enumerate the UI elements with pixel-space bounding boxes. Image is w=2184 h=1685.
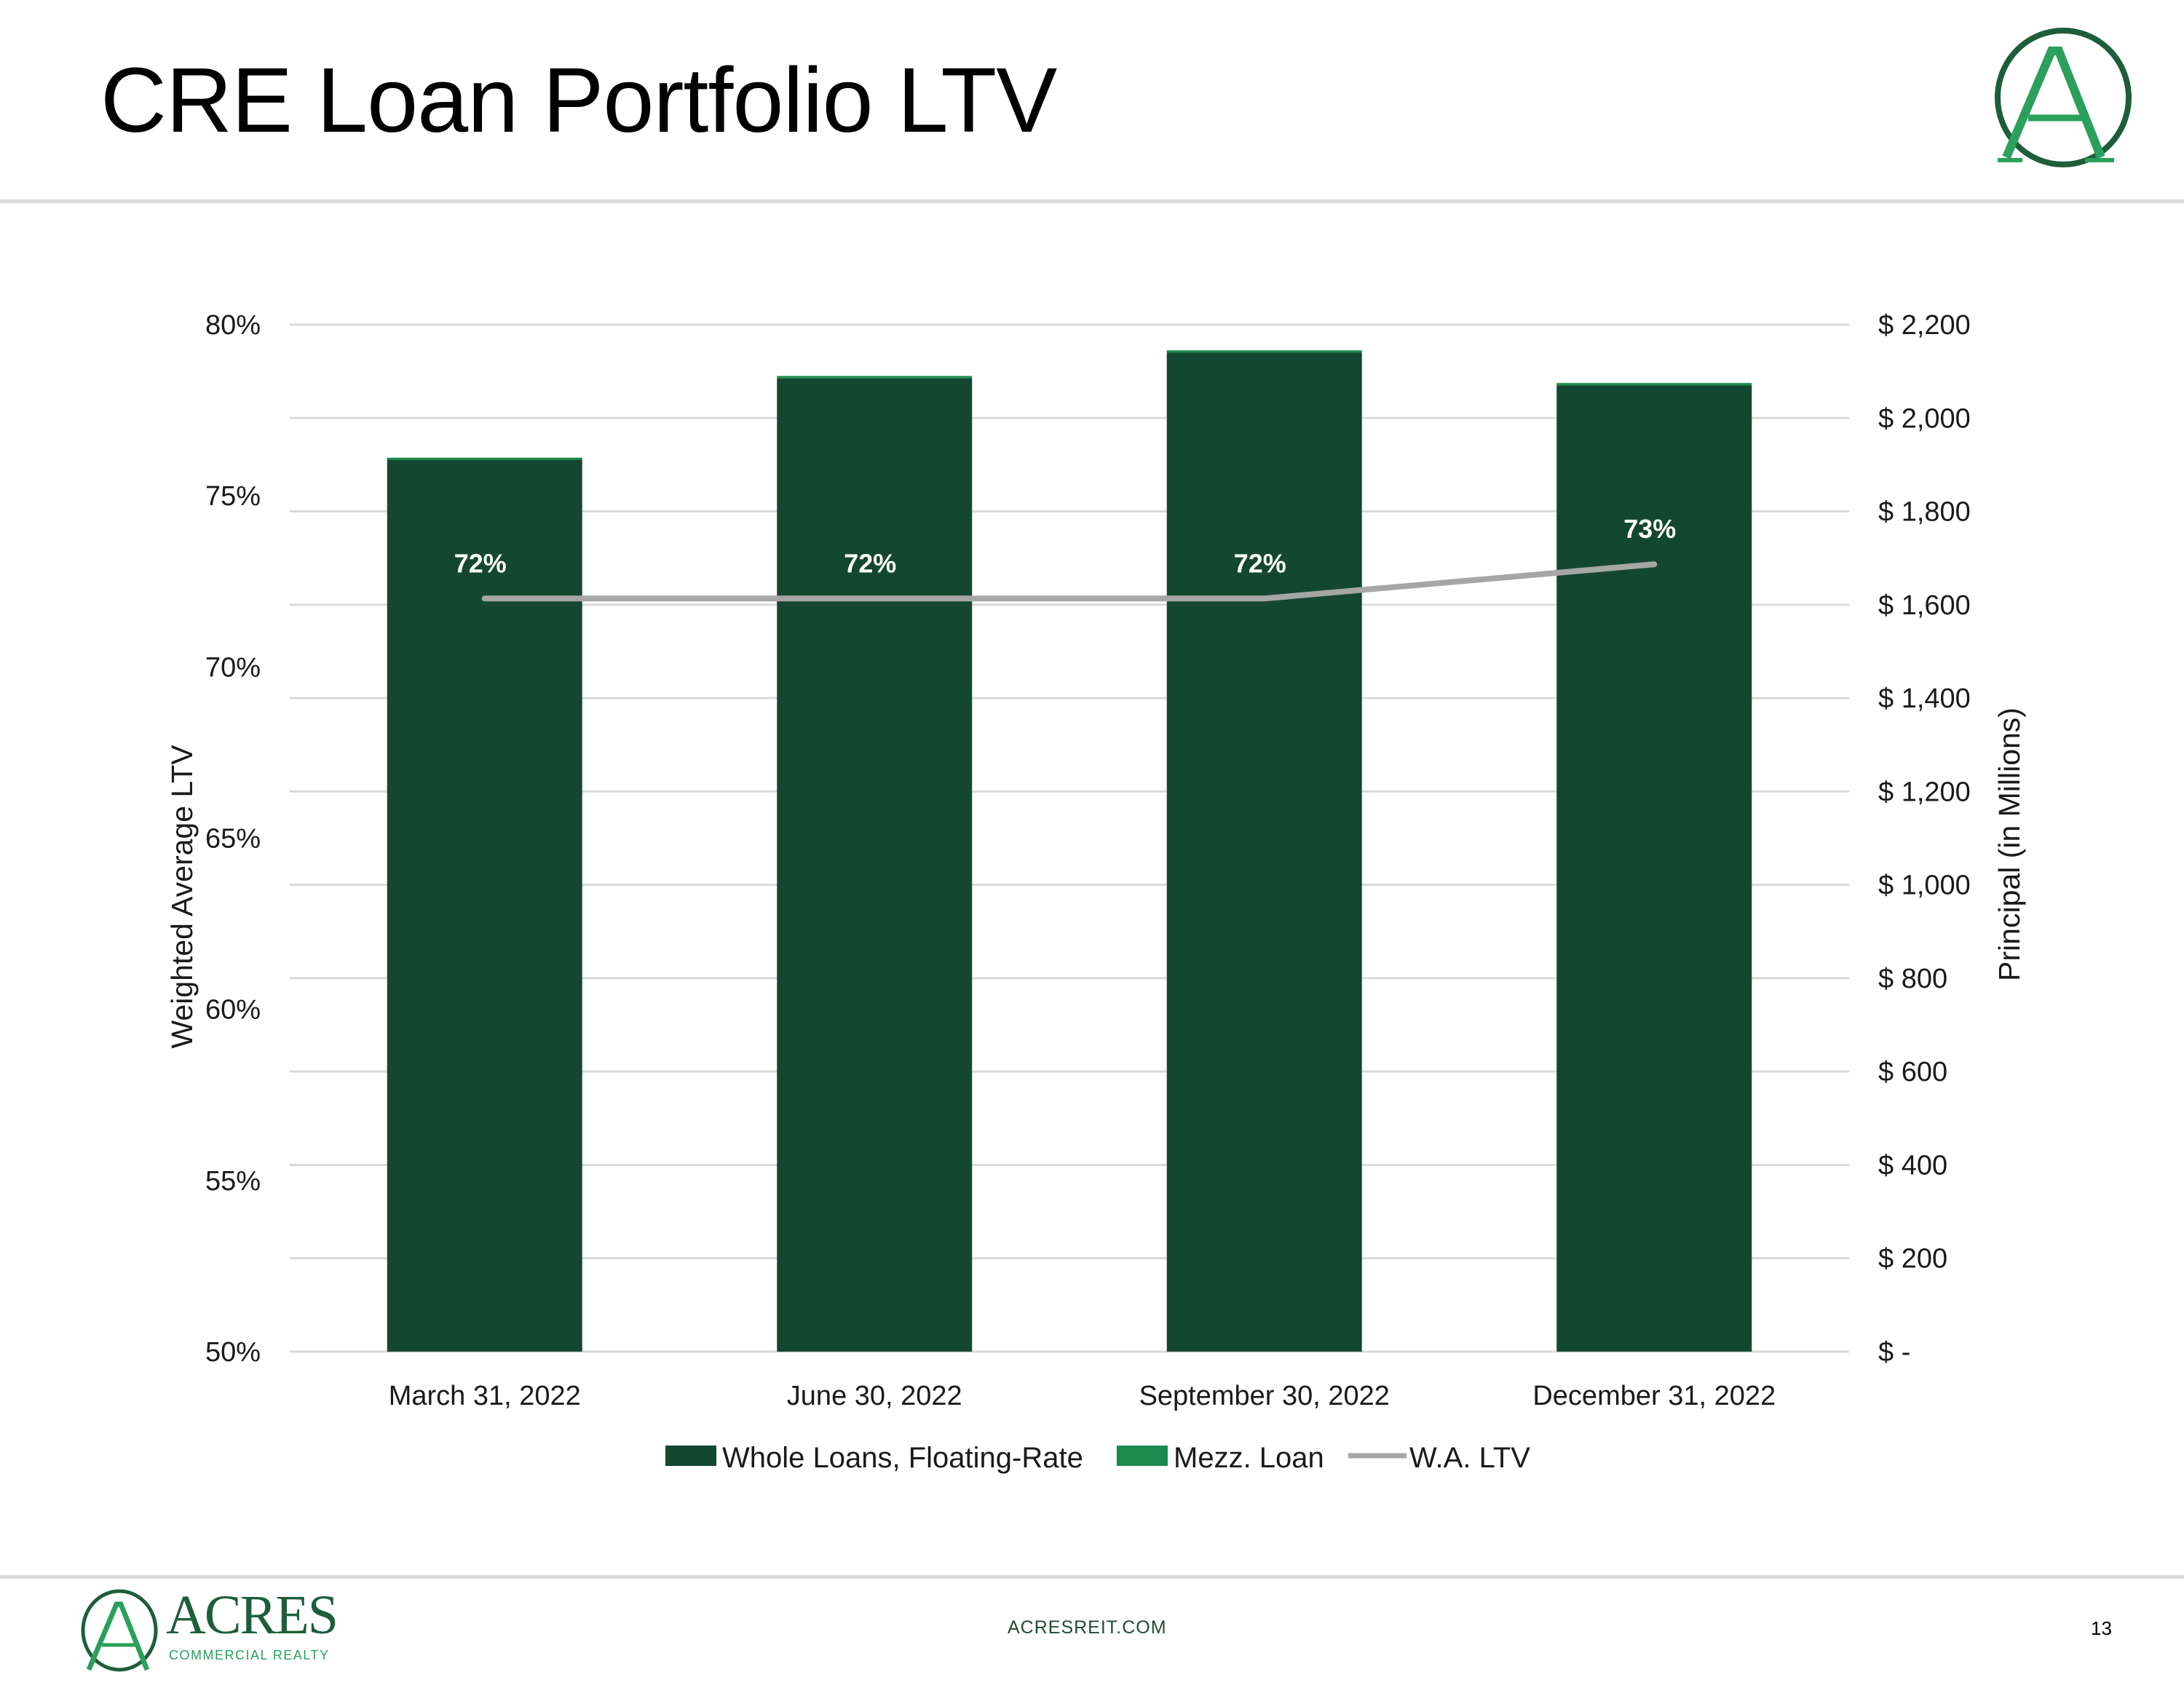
right-tick-label: $ 800 xyxy=(1878,964,1947,994)
legend-swatch-whole-loans xyxy=(665,1446,716,1466)
left-tick-label: 65% xyxy=(205,824,261,855)
slide-title: CRE Loan Portfolio LTV xyxy=(100,49,1057,151)
x-tick-label: September 30, 2022 xyxy=(1139,1381,1390,1411)
ltv-data-label-3: 73% xyxy=(1623,514,1676,544)
ltv-line-group xyxy=(481,561,1658,602)
bar-whole-loans-2 xyxy=(1166,352,1362,1352)
left-tick-label: 60% xyxy=(205,995,261,1026)
right-tick-label: $ 1,600 xyxy=(1878,590,1971,621)
ltv-data-label-2: 72% xyxy=(1234,548,1286,578)
bar-mezz-loan-2 xyxy=(1166,350,1362,353)
left-axis-ticks: 50% 55% 60% 65% 70% 75% 80% xyxy=(205,310,261,1368)
ltv-data-label-0: 72% xyxy=(454,548,507,578)
acres-footer-mark-icon xyxy=(81,1589,158,1672)
acres-footer-logo: ACRES COMMERCIAL REALTY xyxy=(76,1585,339,1677)
bars xyxy=(387,350,1752,1352)
left-axis-title: Weighted Average LTV xyxy=(165,745,199,1049)
bar-mezz-loan-0 xyxy=(387,457,582,460)
right-tick-label: $ 1,000 xyxy=(1878,871,1971,901)
footer-logo-text: ACRES xyxy=(166,1585,339,1646)
bar-whole-loans-0 xyxy=(387,459,582,1352)
legend-swatch-mezz-loan xyxy=(1117,1446,1168,1466)
right-tick-label: $ 2,200 xyxy=(1878,310,1971,341)
bar-mezz-loan-1 xyxy=(777,376,973,378)
right-tick-label: $ - xyxy=(1878,1337,1910,1368)
footer-divider xyxy=(0,1575,2184,1579)
ltv-data-label-1: 72% xyxy=(844,548,896,578)
legend-label-wa-ltv: W.A. LTV xyxy=(1409,1442,1530,1474)
footer-website[interactable]: ACRESREIT.COM xyxy=(1008,1617,1167,1638)
x-axis-ticks: March 31, 2022 June 30, 2022 September 30,… xyxy=(389,1381,1776,1411)
right-tick-label: $ 1,200 xyxy=(1878,777,1971,807)
left-tick-label: 70% xyxy=(205,652,261,683)
x-tick-label: December 31, 2022 xyxy=(1532,1381,1776,1411)
bar-mezz-loan-3 xyxy=(1556,383,1752,386)
right-tick-label: $ 600 xyxy=(1878,1057,1947,1087)
page-number: 13 xyxy=(2091,1617,2112,1639)
right-axis-ticks: $ - $ 200 $ 400 $ 600 $ 800 $ 1,000 $ 1,200 $ 1… xyxy=(1878,310,1971,1368)
ltv-line xyxy=(481,561,1658,602)
right-tick-label: $ 1,800 xyxy=(1878,497,1971,528)
right-tick-label: $ 200 xyxy=(1878,1244,1947,1274)
right-tick-label: $ 1,400 xyxy=(1878,683,1971,714)
footer-logo-subtext: COMMERCIAL REALTY xyxy=(169,1648,330,1662)
legend-label-whole-loans: Whole Loans, Floating-Rate xyxy=(722,1442,1083,1474)
left-tick-label: 75% xyxy=(205,481,261,512)
header-divider xyxy=(0,199,2184,203)
legend-label-mezz-loan: Mezz. Loan xyxy=(1174,1442,1324,1474)
x-tick-label: June 30, 2022 xyxy=(787,1381,962,1411)
left-tick-label: 55% xyxy=(205,1166,261,1197)
acres-logo-icon xyxy=(1995,28,2132,167)
chart-legend: Whole Loans, Floating-Rate Mezz. Loan W.… xyxy=(665,1442,1530,1474)
bar-whole-loans-1 xyxy=(777,378,973,1352)
right-axis-title: Principal (in Millions) xyxy=(1993,707,2026,981)
bar-whole-loans-3 xyxy=(1556,385,1752,1352)
x-tick-label: March 31, 2022 xyxy=(389,1381,581,1411)
data-labels: 72% 72% 72% 73% xyxy=(454,514,1677,578)
right-tick-label: $ 400 xyxy=(1878,1150,1947,1181)
left-tick-label: 80% xyxy=(205,310,261,341)
right-tick-label: $ 2,000 xyxy=(1878,403,1971,434)
left-tick-label: 50% xyxy=(205,1337,261,1368)
ltv-chart: 72% 72% 72%73% 50%55%60%65%70%75%80% $ -$ … xyxy=(165,310,2026,1474)
